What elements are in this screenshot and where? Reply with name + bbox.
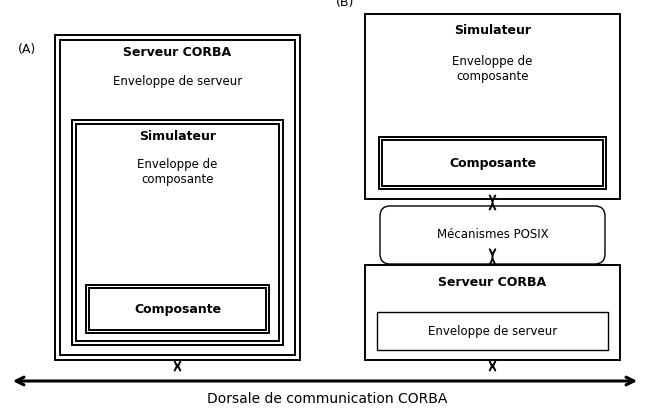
Text: Serveur CORBA: Serveur CORBA: [124, 47, 232, 59]
Text: (B): (B): [336, 0, 354, 9]
Bar: [60, 40, 295, 355]
Text: Enveloppe de
composante: Enveloppe de composante: [137, 158, 218, 186]
Bar: [365, 14, 620, 199]
Text: (A): (A): [18, 43, 36, 56]
Bar: [55, 35, 300, 360]
Text: Composante: Composante: [134, 303, 221, 315]
Text: Enveloppe de serveur: Enveloppe de serveur: [428, 324, 557, 337]
Bar: [76, 124, 279, 341]
Text: Serveur CORBA: Serveur CORBA: [438, 276, 547, 290]
Text: Composante: Composante: [449, 157, 536, 169]
Text: Dorsale de communication CORBA: Dorsale de communication CORBA: [207, 392, 447, 406]
Text: Mécanismes POSIX: Mécanismes POSIX: [437, 229, 548, 241]
Text: Enveloppe de serveur: Enveloppe de serveur: [113, 74, 242, 88]
Bar: [72, 120, 283, 345]
Bar: [86, 285, 269, 333]
FancyBboxPatch shape: [380, 206, 605, 264]
Text: Simulateur: Simulateur: [454, 23, 531, 36]
Bar: [365, 265, 620, 360]
Text: Enveloppe de
composante: Enveloppe de composante: [453, 55, 533, 83]
Text: Simulateur: Simulateur: [139, 130, 216, 142]
Bar: [379, 137, 606, 189]
Bar: [382, 140, 603, 186]
Bar: [89, 288, 266, 330]
Bar: [377, 312, 608, 350]
